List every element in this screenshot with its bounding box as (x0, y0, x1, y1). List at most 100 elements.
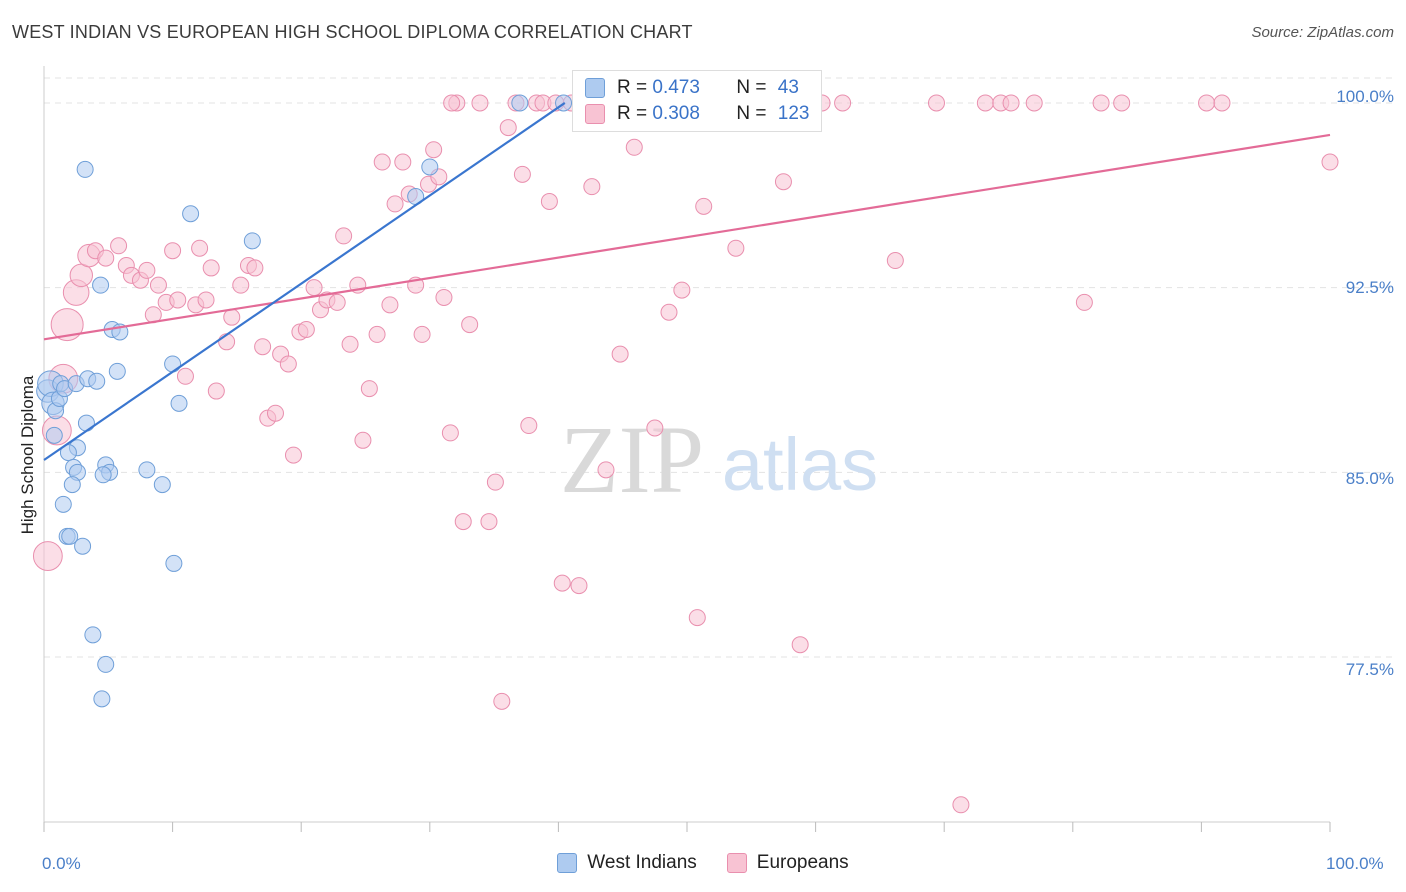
west-indian-point (421, 158, 439, 176)
west-indian-point (45, 426, 63, 444)
european-point (218, 333, 236, 351)
west-indians-trend-line (43, 102, 566, 461)
european-point (202, 259, 220, 277)
european-point (1025, 94, 1043, 112)
watermark-atlas: atlas (722, 423, 878, 506)
european-point (443, 94, 461, 112)
legend-swatch-euro-bottom (726, 853, 747, 873)
european-point (976, 94, 994, 112)
stats-legend: R = 0.473 N = 43 R = 0.308 N = 123 (572, 70, 822, 132)
axis-layer (43, 66, 1331, 832)
west-indian-point (93, 690, 111, 708)
west-indian-point (108, 362, 126, 380)
west-indian-point (76, 160, 94, 178)
european-point (673, 281, 691, 299)
west-indian-point (511, 94, 529, 112)
trend-lines (43, 102, 1331, 461)
european-point (520, 417, 538, 435)
legend-n-value: 43 (777, 77, 799, 98)
european-point (952, 796, 970, 814)
legend-item-europeans: Europeans (726, 852, 849, 874)
european-point (834, 94, 852, 112)
european-point (499, 119, 517, 137)
european-point (341, 335, 359, 353)
european-point (413, 325, 431, 343)
european-point (486, 473, 504, 491)
european-point (32, 541, 63, 571)
european-point (50, 308, 84, 342)
watermark-zip: ZIP (560, 406, 704, 513)
europeans-trend-line (43, 133, 1331, 341)
european-point (197, 291, 215, 309)
european-point (553, 574, 571, 592)
chart-title: WEST INDIAN VS EUROPEAN HIGH SCHOOL DIPL… (12, 22, 693, 42)
west-indian-point (164, 355, 182, 373)
european-point (1075, 293, 1093, 311)
european-point (1213, 94, 1231, 112)
european-point (611, 345, 629, 363)
european-point (360, 380, 378, 398)
european-point (164, 242, 182, 260)
european-point (435, 288, 453, 306)
european-point (646, 419, 664, 437)
european-point (1113, 94, 1131, 112)
european-point (354, 431, 372, 449)
european-point (660, 303, 678, 321)
european-point (480, 513, 498, 531)
european-point (381, 296, 399, 314)
european-point (169, 291, 187, 309)
european-point (149, 276, 167, 294)
european-point (373, 153, 391, 171)
west-indians-points (36, 94, 573, 708)
legend-swatch-west-bottom (557, 853, 578, 873)
european-point (774, 173, 792, 191)
european-point (927, 94, 945, 112)
european-point (223, 308, 241, 326)
european-point (1002, 94, 1020, 112)
european-point (246, 259, 264, 277)
european-point (1092, 94, 1110, 112)
series-legend: West Indians Europeans (0, 852, 1406, 874)
west-indian-point (77, 414, 95, 432)
european-point (207, 382, 225, 400)
european-point (454, 513, 472, 531)
y-tick-label: 85.0% (1345, 469, 1394, 488)
european-point (328, 293, 346, 311)
west-indian-point (59, 444, 77, 462)
european-point (176, 367, 194, 385)
legend-n-label: N = (736, 103, 772, 124)
west-indian-point (61, 527, 79, 545)
west-indian-point (182, 205, 200, 223)
european-point (471, 94, 489, 112)
european-point (695, 197, 713, 215)
european-point (688, 609, 706, 627)
legend-n-value: 123 (777, 103, 810, 124)
west-indian-point (63, 476, 81, 494)
european-point (232, 276, 250, 294)
west-indian-point (153, 476, 171, 494)
european-point (570, 577, 588, 595)
european-point (284, 446, 302, 464)
west-indian-point (74, 537, 92, 555)
european-point (279, 355, 297, 373)
european-point (425, 141, 443, 159)
european-point (886, 252, 904, 270)
legend-swatch-west (585, 78, 605, 98)
west-indian-point (84, 626, 102, 644)
west-indian-point (92, 276, 110, 294)
west-indian-point (54, 495, 72, 513)
west-indian-point (88, 372, 106, 390)
legend-label-west-indians: West Indians (587, 852, 697, 873)
european-point (297, 320, 315, 338)
west-indian-point (165, 554, 183, 572)
west-indian-point (97, 655, 115, 673)
european-point (386, 195, 404, 213)
european-point (513, 165, 531, 183)
european-point (461, 316, 479, 334)
west-indian-point (138, 461, 156, 479)
source-label: Source: ZipAtlas.com (1251, 24, 1394, 41)
legend-r-value: 0.473 (652, 77, 700, 98)
european-point (110, 237, 128, 255)
legend-row-europeans: R = 0.308 N = 123 (585, 102, 809, 126)
european-point (1198, 94, 1216, 112)
